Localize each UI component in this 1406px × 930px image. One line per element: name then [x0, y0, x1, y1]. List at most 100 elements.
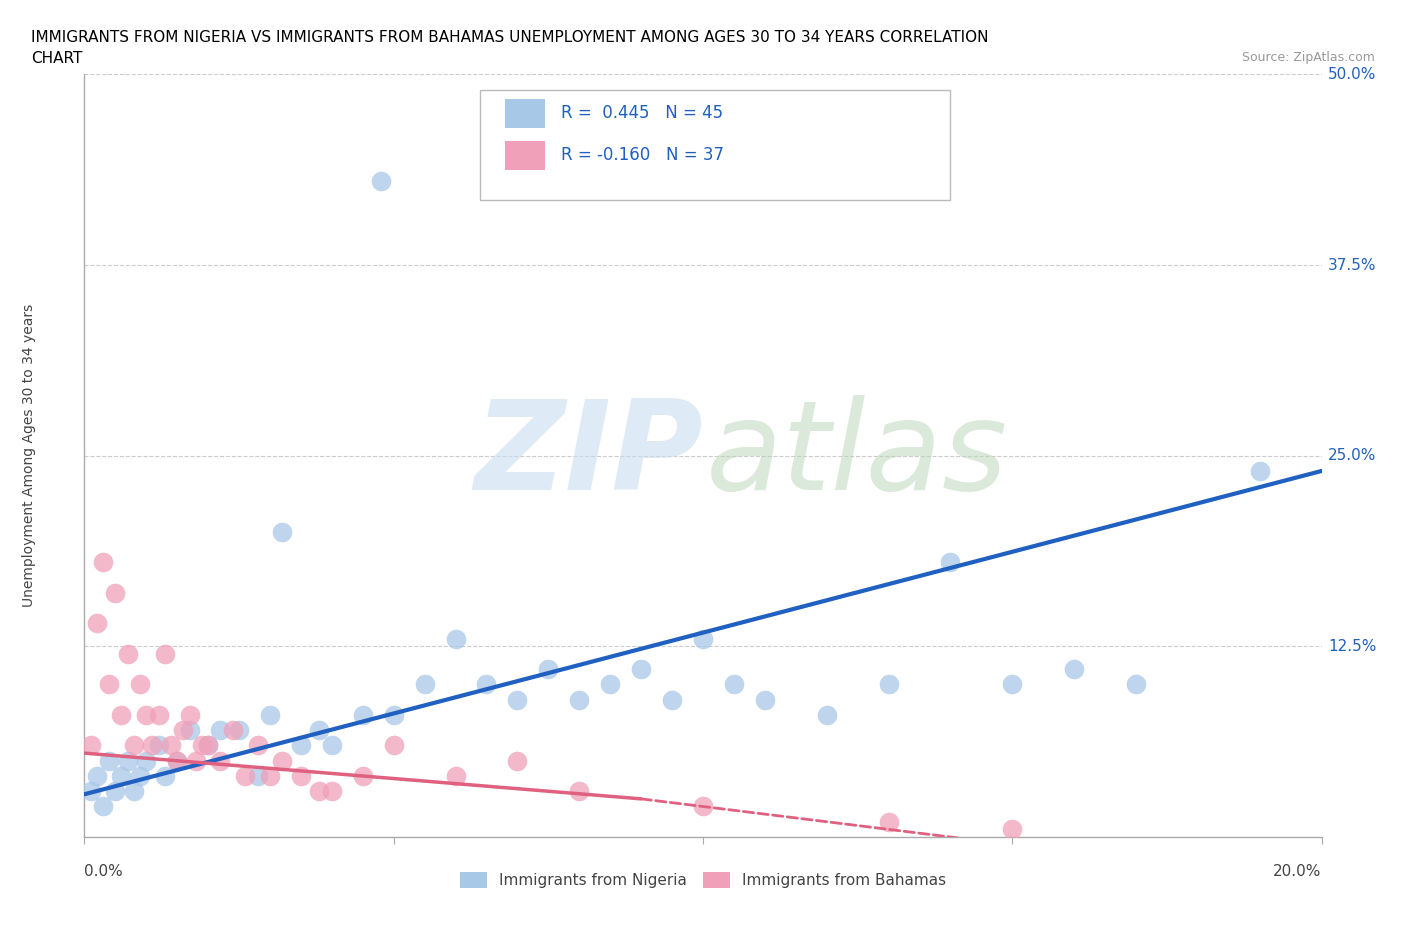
Point — [98, 753, 121, 768]
Point — [692, 631, 714, 646]
Point — [166, 753, 188, 768]
Point — [135, 753, 157, 768]
Point — [104, 586, 127, 601]
Point — [308, 784, 330, 799]
Point — [630, 662, 652, 677]
Point — [148, 738, 170, 753]
Point — [1063, 662, 1085, 677]
Point — [117, 753, 139, 768]
Point — [444, 768, 467, 783]
Text: IMMIGRANTS FROM NIGERIA VS IMMIGRANTS FROM BAHAMAS UNEMPLOYMENT AMONG AGES 30 TO: IMMIGRANTS FROM NIGERIA VS IMMIGRANTS FR… — [31, 30, 988, 45]
Point — [321, 738, 343, 753]
Point — [444, 631, 467, 646]
Text: atlas: atlas — [706, 395, 1008, 516]
Point — [370, 174, 392, 189]
Text: 12.5%: 12.5% — [1327, 639, 1376, 654]
Point — [197, 738, 219, 753]
Point — [191, 738, 214, 753]
Point — [129, 768, 152, 783]
Point — [506, 692, 529, 707]
Point — [86, 616, 108, 631]
Point — [79, 784, 101, 799]
Point — [141, 738, 163, 753]
Point — [321, 784, 343, 799]
Text: Source: ZipAtlas.com: Source: ZipAtlas.com — [1241, 51, 1375, 64]
Text: ZIP: ZIP — [474, 395, 703, 516]
Point — [290, 768, 312, 783]
Point — [271, 525, 294, 539]
Point — [537, 662, 560, 677]
Point — [568, 692, 591, 707]
Point — [1001, 822, 1024, 837]
Point — [122, 784, 145, 799]
FancyBboxPatch shape — [505, 99, 544, 127]
Point — [815, 708, 838, 723]
Point — [98, 677, 121, 692]
FancyBboxPatch shape — [481, 89, 950, 200]
Point — [1249, 463, 1271, 478]
Point — [259, 768, 281, 783]
Point — [352, 708, 374, 723]
Point — [506, 753, 529, 768]
Point — [86, 768, 108, 783]
Point — [475, 677, 498, 692]
Text: 25.0%: 25.0% — [1327, 448, 1376, 463]
FancyBboxPatch shape — [505, 140, 544, 170]
Point — [197, 738, 219, 753]
Point — [568, 784, 591, 799]
Point — [104, 784, 127, 799]
Point — [723, 677, 745, 692]
Point — [382, 708, 405, 723]
Point — [352, 768, 374, 783]
Point — [233, 768, 256, 783]
Point — [259, 708, 281, 723]
Point — [117, 646, 139, 661]
Point — [179, 708, 201, 723]
Point — [290, 738, 312, 753]
Point — [153, 646, 176, 661]
Text: CHART: CHART — [31, 51, 83, 66]
Point — [692, 799, 714, 814]
Point — [91, 799, 114, 814]
Point — [79, 738, 101, 753]
Point — [209, 723, 232, 737]
Point — [122, 738, 145, 753]
Point — [308, 723, 330, 737]
Text: 37.5%: 37.5% — [1327, 258, 1376, 272]
Point — [246, 768, 269, 783]
Point — [222, 723, 245, 737]
Point — [166, 753, 188, 768]
Point — [135, 708, 157, 723]
Point — [271, 753, 294, 768]
Point — [153, 768, 176, 783]
Point — [129, 677, 152, 692]
Point — [1001, 677, 1024, 692]
Point — [939, 555, 962, 570]
Text: 50.0%: 50.0% — [1327, 67, 1376, 82]
Point — [179, 723, 201, 737]
Point — [661, 692, 683, 707]
Point — [110, 708, 132, 723]
Point — [172, 723, 194, 737]
Text: R =  0.445   N = 45: R = 0.445 N = 45 — [561, 104, 723, 122]
Text: R = -0.160   N = 37: R = -0.160 N = 37 — [561, 146, 724, 165]
Point — [148, 708, 170, 723]
Point — [599, 677, 621, 692]
Point — [246, 738, 269, 753]
Point — [209, 753, 232, 768]
Point — [1125, 677, 1147, 692]
Legend: Immigrants from Nigeria, Immigrants from Bahamas: Immigrants from Nigeria, Immigrants from… — [454, 866, 952, 894]
Point — [413, 677, 436, 692]
Point — [754, 692, 776, 707]
Point — [184, 753, 207, 768]
Text: Unemployment Among Ages 30 to 34 years: Unemployment Among Ages 30 to 34 years — [21, 304, 35, 607]
Point — [110, 768, 132, 783]
Text: 0.0%: 0.0% — [84, 864, 124, 879]
Point — [160, 738, 183, 753]
Point — [228, 723, 250, 737]
Text: 20.0%: 20.0% — [1274, 864, 1322, 879]
Point — [91, 555, 114, 570]
Point — [382, 738, 405, 753]
Point — [877, 677, 900, 692]
Point — [877, 815, 900, 830]
